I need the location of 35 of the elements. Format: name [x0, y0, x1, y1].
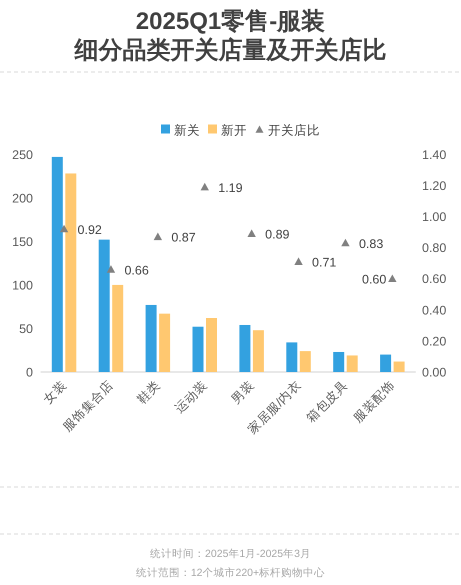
x-tick-label: 运动装	[172, 378, 210, 416]
data-label: 0.92	[78, 222, 102, 237]
annotation: 统计范围：12个城市220+标杆购物中心	[136, 567, 326, 579]
y2-tick-label: 1.00	[422, 210, 446, 224]
y2-tick-label: 0.40	[422, 303, 446, 318]
data-label: 0.60	[362, 272, 386, 287]
y2-tick-label: 1.40	[422, 148, 446, 162]
y2-tick-label: 0.00	[422, 366, 446, 380]
y2-tick-label: 0.20	[422, 334, 446, 348]
y-tick-label: 100	[12, 278, 33, 292]
legend-label: 新关	[174, 124, 200, 138]
y-tick-label: 150	[12, 234, 33, 249]
y-tick-label: 200	[12, 191, 33, 206]
x-tick-label: 鞋类	[134, 378, 163, 406]
data-label: 1.19	[218, 180, 243, 195]
legend-label: 新开	[221, 124, 247, 138]
data-label: 0.89	[265, 228, 290, 242]
x-tick-label: 箱包皮具	[304, 378, 351, 425]
title: 2025Q1零售-服装	[136, 8, 326, 35]
data-label: 0.87	[171, 230, 196, 245]
data-label: 0.83	[358, 236, 384, 251]
y2-tick-label: 0.60	[422, 272, 446, 286]
y2-tick-label: 1.20	[422, 178, 446, 193]
subtitle: 细分品类开关店量及开关店比	[74, 37, 386, 64]
y2-tick-label: 0.80	[422, 241, 446, 256]
y-tick-label: 50	[19, 322, 33, 336]
data-label: 0.71	[312, 256, 336, 270]
annotation: 统计时间：2025年1月-2025年3月	[150, 548, 311, 560]
legend-label: 开关店比	[268, 124, 320, 138]
x-tick-label: 服装配饰	[350, 378, 398, 425]
data-label: 0.66	[124, 263, 149, 278]
y-tick-label: 250	[12, 148, 33, 162]
x-tick-label: 女装	[40, 378, 70, 406]
y-tick-label: 0	[26, 366, 33, 380]
x-tick-label: 男装	[228, 378, 257, 406]
